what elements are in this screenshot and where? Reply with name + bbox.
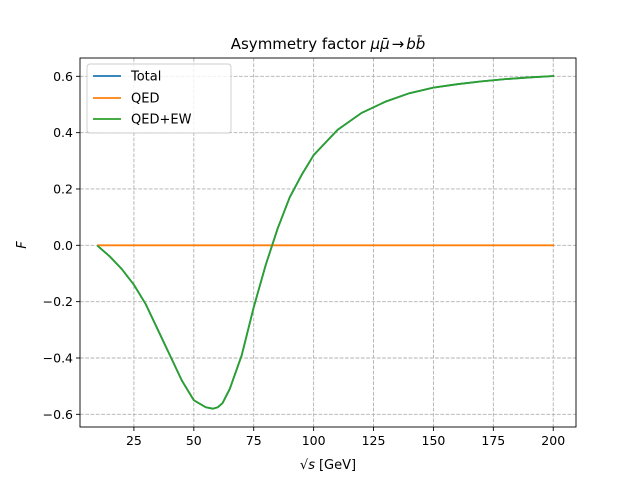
legend-label-qed: QED	[131, 92, 159, 107]
legend: Total QED QED+EW	[86, 63, 232, 134]
x-axis-ticks: 25 50 75 100 125 150 175 200	[126, 427, 565, 448]
y-tick-label: 0.0	[53, 238, 73, 253]
axes-spine	[79, 57, 577, 428]
legend-item-qed: QED	[93, 92, 159, 107]
legend-label-qed-ew: QED+EW	[131, 113, 192, 128]
y-axis-ticks: −0.6 −0.4 −0.2 0.0 0.2 0.4 0.6	[43, 69, 80, 422]
x-tick-label: 50	[186, 433, 202, 448]
legend-item-qed-ew: QED+EW	[93, 113, 192, 128]
y-tick-label: −0.4	[43, 350, 73, 365]
x-tick-label: 200	[541, 433, 565, 448]
axes-frame	[79, 57, 577, 428]
y-tick-label: −0.6	[43, 407, 73, 422]
legend-label-total: Total	[130, 70, 161, 85]
chart-title: Asymmetry factor μμ̄ → bb̄	[231, 34, 426, 53]
x-tick-label: 100	[302, 433, 326, 448]
y-tick-label: −0.2	[43, 294, 73, 309]
y-tick-label: 0.4	[53, 125, 73, 140]
x-tick-label: 25	[126, 433, 142, 448]
x-tick-label: 125	[362, 433, 386, 448]
legend-item-total: Total	[93, 70, 161, 85]
x-axis-label: √s [GeV]	[300, 458, 356, 473]
x-tick-label: 150	[422, 433, 446, 448]
plot-series	[96, 75, 555, 410]
y-axis-label: F	[15, 241, 30, 249]
x-tick-label: 175	[481, 433, 505, 448]
series-line-qed-ew	[96, 75, 555, 410]
legend-frame	[86, 63, 232, 134]
y-tick-label: 0.6	[53, 69, 73, 84]
y-tick-label: 0.2	[53, 181, 73, 196]
x-tick-label: 75	[246, 433, 262, 448]
